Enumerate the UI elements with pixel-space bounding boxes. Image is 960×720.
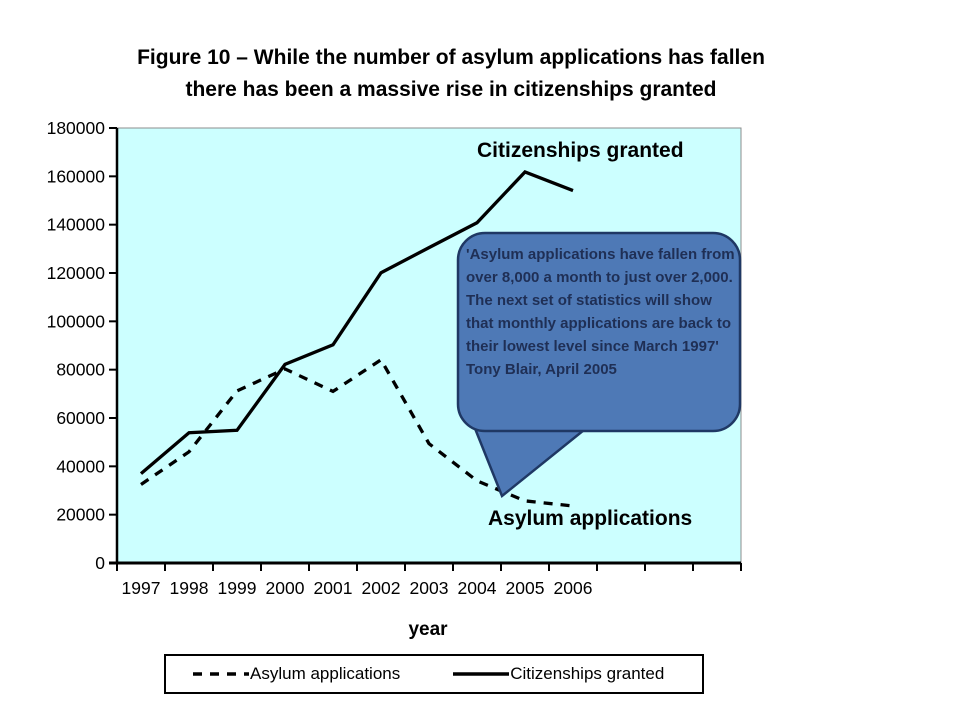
callout-quote: 'Asylum applications have fallen from ov… (466, 246, 735, 355)
x-tick-label: 2005 (506, 578, 545, 598)
x-tick-label: 2003 (410, 578, 449, 598)
legend-item-asylum: Asylum applications (192, 664, 400, 684)
legend-label-asylum: Asylum applications (250, 664, 401, 683)
dashed-line-sample-icon (193, 672, 249, 676)
callout-attribution: Tony Blair, April 2005 (466, 361, 617, 378)
citizenships-granted-label: Citizenships granted (477, 139, 684, 162)
x-tick-label: 2001 (314, 578, 353, 598)
y-tick-label: 180000 (47, 118, 106, 138)
y-tick-label: 120000 (47, 263, 106, 283)
x-tick-label: 2000 (266, 578, 305, 598)
y-tick-label: 160000 (47, 166, 106, 186)
callout-text: 'Asylum applications have fallen from ov… (466, 243, 736, 381)
legend-label-citizenships: Citizenships granted (510, 664, 665, 683)
y-tick-label: 80000 (56, 360, 105, 380)
solid-line-sample-icon (453, 672, 510, 676)
legend-item-citizenships: Citizenships granted (452, 664, 664, 684)
x-tick-label: 1999 (218, 578, 257, 598)
y-tick-label: 60000 (56, 408, 105, 428)
x-tick-label: 2004 (458, 578, 497, 598)
asylum-applications-label: Asylum applications (488, 507, 693, 530)
citizenships-granted-line (139, 170, 574, 475)
x-tick-label: 1998 (170, 578, 209, 598)
legend: Asylum applications Citizenships granted (164, 654, 704, 694)
chart-title-line1: Figure 10 – While the number of asylum a… (137, 46, 765, 69)
y-tick-label: 20000 (56, 505, 105, 525)
chart-title-line2: there has been a massive rise in citizen… (185, 78, 717, 101)
x-tick-label: 1997 (122, 578, 161, 598)
y-tick-label: 140000 (47, 215, 106, 235)
chart-title: Figure 10 – While the number of asylum a… (0, 42, 902, 106)
x-axis-title: year (408, 619, 448, 640)
y-tick-label: 0 (95, 553, 105, 573)
callout-bubble (456, 231, 742, 433)
y-tick-label: 100000 (47, 311, 106, 331)
x-tick-label: 2002 (362, 578, 401, 598)
y-tick-label: 40000 (56, 456, 105, 476)
x-tick-label: 2006 (554, 578, 593, 598)
